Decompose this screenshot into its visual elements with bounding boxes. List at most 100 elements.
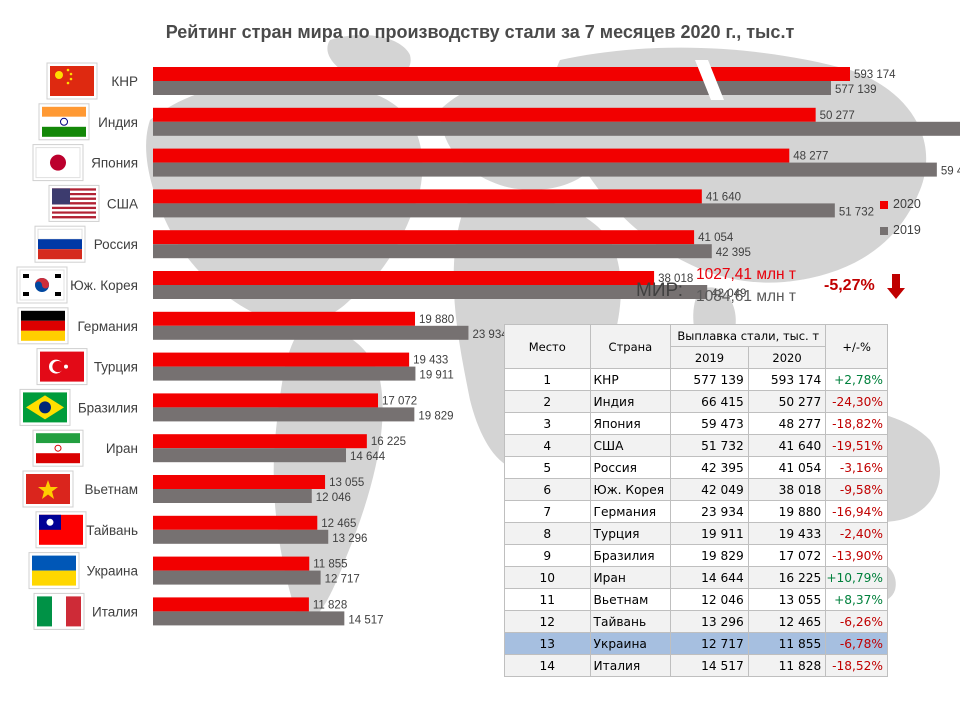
- cell-value-2019: 19 911: [670, 522, 749, 545]
- cell-country: Юж. Корея: [589, 478, 672, 501]
- cell-change: -3,16%: [825, 456, 888, 479]
- cell-place: 3: [504, 412, 591, 435]
- bar-2019: [153, 285, 708, 299]
- data-label-2020: 11 855: [313, 559, 347, 571]
- cell-value-2020: 13 055: [747, 588, 827, 611]
- cell-country: Тайвань: [589, 610, 672, 633]
- category-label: Италия: [92, 604, 138, 619]
- data-label-2020: 50 277: [820, 110, 855, 122]
- cell-country: Германия: [589, 500, 672, 523]
- cell-country: Украина: [589, 632, 672, 655]
- world-value-2020: 1027,41 млн т: [696, 266, 797, 283]
- header-change: +/-%: [825, 324, 888, 369]
- flag-india-icon: [38, 103, 90, 141]
- category-label: Украина: [87, 564, 139, 579]
- cell-change: -13,90%: [825, 544, 888, 567]
- bar-2020: [153, 352, 410, 367]
- data-label-2020: 13 055: [329, 477, 364, 489]
- table-row: 2 Индия 66 415 50 277 -24,30%: [504, 390, 888, 413]
- flag-usa-icon: [48, 184, 100, 222]
- cell-change: +10,79%: [825, 566, 888, 589]
- header-year-2019: 2019: [670, 346, 749, 369]
- table-row: 3 Япония 59 473 48 277 -18,82%: [504, 412, 888, 435]
- cell-country: Иран: [589, 566, 672, 589]
- cell-value-2019: 12 046: [670, 588, 749, 611]
- legend-item-2020: 2020: [880, 197, 921, 211]
- cell-place: 9: [504, 544, 591, 567]
- cell-value-2019: 14 517: [670, 654, 749, 677]
- bar-2020: [153, 189, 702, 204]
- cell-value-2019: 42 395: [670, 456, 749, 479]
- cell-place: 14: [504, 654, 591, 677]
- bar-2020: [153, 434, 367, 449]
- cell-value-2019: 59 473: [670, 412, 749, 435]
- cell-change: -9,58%: [825, 478, 888, 501]
- data-label-2020: 41 640: [706, 191, 741, 203]
- table-row: 11 Вьетнам 12 046 13 055 +8,37%: [504, 588, 888, 611]
- world-value-2019: 1084,61 млн т: [696, 288, 797, 305]
- flag-vietnam-icon: [22, 470, 74, 508]
- cell-country: США: [589, 434, 672, 457]
- flag-iran-icon: [32, 429, 84, 467]
- cell-value-2019: 12 717: [670, 632, 749, 655]
- category-label: КНР: [111, 74, 138, 89]
- axis-break-mark: [695, 60, 724, 100]
- category-label: Германия: [77, 319, 138, 334]
- flag-china-icon: [46, 62, 98, 100]
- cell-country: Вьетнам: [589, 588, 672, 611]
- table-row: 13 Украина 12 717 11 855 -6,78%: [504, 632, 888, 655]
- bar-2019: [153, 366, 416, 381]
- cell-change: -2,40%: [825, 522, 888, 545]
- data-label-2020: 593 174: [854, 69, 896, 81]
- cell-value-2019: 51 732: [670, 434, 749, 457]
- flag-russia-icon: [34, 225, 86, 263]
- cell-country: КНР: [589, 368, 672, 391]
- cell-value-2020: 19 880: [747, 500, 827, 523]
- cell-change: -24,30%: [825, 390, 888, 413]
- legend-item-2019: 2019: [880, 223, 921, 237]
- bar-2019: [153, 81, 831, 95]
- cell-change: -18,52%: [825, 654, 888, 677]
- cell-change: -16,94%: [825, 500, 888, 523]
- cell-value-2019: 13 296: [670, 610, 749, 633]
- data-label-2019: 59 473: [941, 166, 960, 178]
- cell-place: 13: [504, 632, 591, 655]
- category-label: Бразилия: [78, 400, 138, 415]
- cell-change: +8,37%: [825, 588, 888, 611]
- flag-brazil-icon: [19, 388, 71, 426]
- cell-place: 12: [504, 610, 591, 633]
- data-label-2020: 19 433: [413, 355, 448, 367]
- bar-2019: [153, 407, 415, 422]
- cell-value-2020: 50 277: [747, 390, 827, 413]
- flag-south-korea-icon: [16, 266, 68, 304]
- data-label-2020: 19 880: [419, 314, 454, 326]
- table-row: 6 Юж. Корея 42 049 38 018 -9,58%: [504, 478, 888, 501]
- bar-2019: [153, 325, 469, 340]
- bar-2019: [153, 244, 712, 259]
- cell-change: -6,78%: [825, 632, 888, 655]
- data-label-2019: 12 046: [316, 492, 351, 504]
- table-row: 7 Германия 23 934 19 880 -16,94%: [504, 500, 888, 523]
- bar-2019: [153, 489, 312, 503]
- header-smelting: Выплавка стали, тыс. т: [670, 324, 827, 347]
- data-label-2020: 11 828: [313, 599, 347, 611]
- ranking-table: Место Страна Выплавка стали, тыс. т +/-%…: [504, 324, 888, 677]
- data-label-2020: 38 018: [658, 273, 693, 285]
- table-row: 5 Россия 42 395 41 054 -3,16%: [504, 456, 888, 479]
- cell-country: Россия: [589, 456, 672, 479]
- cell-value-2020: 41 054: [747, 456, 827, 479]
- cell-place: 8: [504, 522, 591, 545]
- data-label-2019: 577 139: [835, 84, 877, 96]
- data-label-2019: 12 717: [325, 574, 360, 586]
- flag-germany-icon: [17, 307, 69, 345]
- cell-value-2020: 17 072: [747, 544, 827, 567]
- table-row: 12 Тайвань 13 296 12 465 -6,26%: [504, 610, 888, 633]
- cell-value-2019: 23 934: [670, 500, 749, 523]
- bar-2020: [153, 148, 790, 163]
- table-row: 10 Иран 14 644 16 225 +10,79%: [504, 566, 888, 589]
- bar-2020: [153, 556, 310, 571]
- world-total: МИР: 1027,41 млн т 1084,61 млн т -5,27%: [636, 266, 960, 310]
- flag-japan-icon: [32, 144, 84, 182]
- bar-2019: [153, 162, 937, 177]
- cell-value-2020: 38 018: [747, 478, 827, 501]
